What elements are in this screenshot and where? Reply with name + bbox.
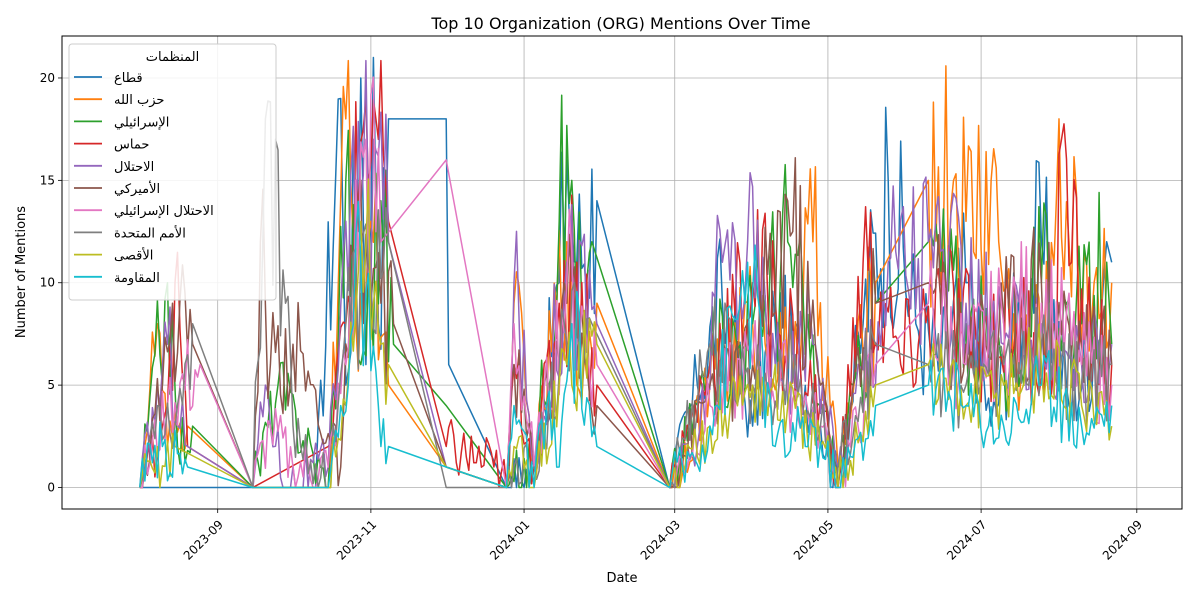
- x-axis-title: Date: [606, 571, 637, 586]
- y-tick-label: 0: [47, 481, 55, 495]
- legend-entry: الأقصى: [114, 247, 153, 264]
- y-tick-label: 20: [40, 71, 55, 85]
- legend-entry: المقاومة: [114, 271, 160, 286]
- legend-entry: حماس: [114, 138, 149, 153]
- series-lines: [139, 56, 1113, 489]
- legend-entry: الإسرائيلي: [114, 115, 169, 130]
- plot-frame: [61, 35, 1183, 510]
- chart-title: Top 10 Organization (ORG) Mentions Over …: [430, 14, 810, 33]
- legend-box: [68, 43, 277, 301]
- legend-entry: الاحتلال: [114, 160, 154, 175]
- legend-entry: حزب الله: [114, 93, 164, 108]
- series-line: [139, 59, 1113, 489]
- y-tick-label: 5: [47, 378, 55, 392]
- legend-entry: الاحتلال الإسرائيلي: [114, 204, 214, 219]
- y-tick-label: 15: [40, 173, 55, 187]
- legend-entry: الأمم المتحدة: [114, 224, 186, 241]
- series-line: [139, 200, 1113, 489]
- y-axis-title: Number of Mentions: [14, 206, 29, 338]
- y-tick-label: 10: [40, 276, 55, 290]
- series-line: [139, 76, 1113, 489]
- series-line: [139, 100, 1112, 489]
- legend-entry: الأميركي: [114, 180, 160, 197]
- legend-entry: قطاع: [114, 71, 143, 86]
- legend-title: المنظمات: [146, 50, 199, 65]
